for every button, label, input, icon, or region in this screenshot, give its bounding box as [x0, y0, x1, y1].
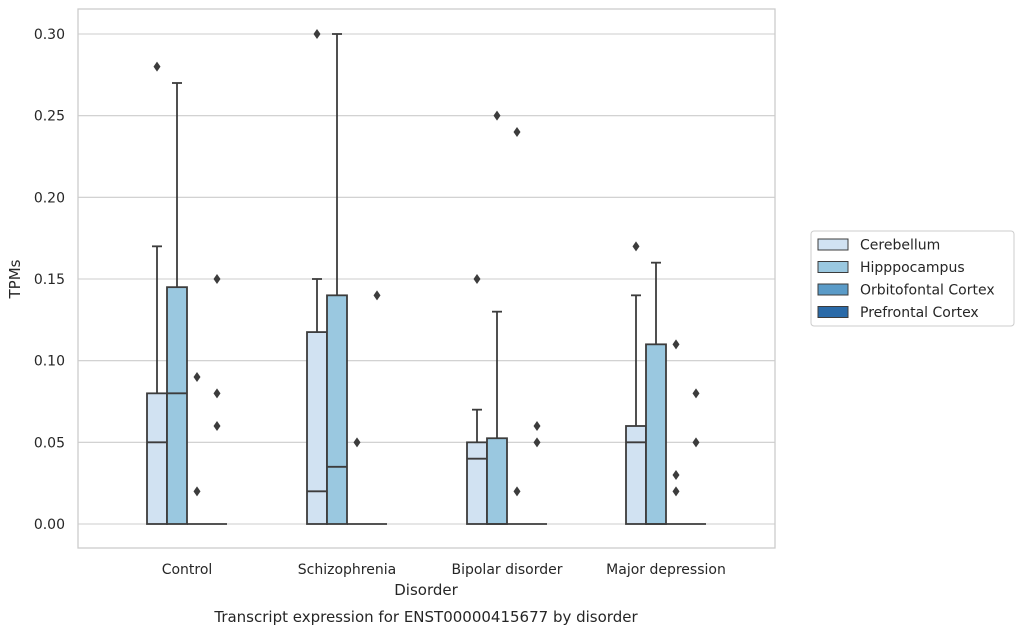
- box-iqr: [306, 331, 328, 525]
- outlier-point: [153, 61, 161, 72]
- box-iqr: [146, 392, 168, 525]
- outlier-point: [672, 339, 680, 350]
- outlier-point: [213, 388, 221, 399]
- outlier-point: [692, 437, 700, 448]
- y-tick-label: 0.30: [34, 27, 65, 43]
- legend-swatch: [817, 283, 849, 296]
- legend-label: Prefrontal Cortex: [860, 305, 979, 321]
- legend-frame: [810, 230, 1015, 327]
- box-cerebellum: [466, 274, 488, 525]
- legend: Cerebellum Hipppocampus Orbitofontal Corte…: [810, 230, 1015, 327]
- box-iqr: [625, 425, 647, 525]
- y-axis-label: TPMs: [6, 259, 24, 299]
- outlier-point: [213, 274, 221, 284]
- box-hipppocampus: [645, 261, 667, 525]
- outlier-point: [193, 372, 201, 382]
- box-prefrontal-cortex: [367, 290, 387, 525]
- outlier-point: [533, 437, 541, 448]
- legend-label: Orbitofontal Cortex: [860, 283, 995, 299]
- outlier-point: [473, 274, 481, 284]
- box-iqr: [486, 437, 508, 525]
- x-axis-label: Disorder: [394, 581, 458, 599]
- legend-label: Cerebellum: [860, 238, 940, 254]
- boxes: [146, 29, 706, 525]
- box-hipppocampus: [326, 33, 348, 525]
- box-cerebellum: [625, 241, 647, 525]
- x-tick-label: Schizophrenia: [298, 562, 396, 578]
- legend-label: Hipppocampus: [860, 260, 965, 276]
- outlier-point: [672, 486, 680, 497]
- outlier-point: [353, 437, 361, 448]
- box-orbitofontal-cortex: [347, 437, 367, 525]
- x-axis-ticks: Control Schizophrenia Bipolar disorder Majo…: [162, 562, 726, 578]
- box-orbitofontal-cortex: [187, 372, 207, 525]
- y-axis-ticks: 0.00 0.05 0.10 0.15 0.20 0.25 0.30: [34, 27, 65, 533]
- box-cerebellum: [146, 61, 168, 525]
- y-tick-label: 0.10: [34, 354, 65, 370]
- box-prefrontal-cortex: [207, 274, 227, 525]
- outlier-point: [513, 486, 521, 497]
- outlier-point: [493, 110, 501, 121]
- x-tick-label: Control: [162, 562, 213, 578]
- box-iqr: [326, 294, 348, 525]
- legend-swatch: [817, 238, 849, 251]
- box-prefrontal-cortex: [527, 421, 547, 525]
- legend-swatch: [817, 261, 849, 273]
- outlier-point: [213, 421, 221, 431]
- legend-swatch: [817, 306, 849, 318]
- box-iqr: [466, 441, 488, 525]
- outlier-point: [692, 388, 700, 399]
- outlier-point: [313, 29, 321, 39]
- box-iqr: [645, 343, 667, 525]
- outlier-point: [533, 421, 541, 431]
- y-tick-label: 0.20: [34, 190, 65, 206]
- legend-items: Cerebellum Hipppocampus Orbitofontal Corte…: [817, 238, 995, 321]
- box-prefrontal-cortex: [686, 388, 706, 525]
- y-tick-label: 0.05: [34, 435, 65, 451]
- x-tick-label: Bipolar disorder: [451, 562, 562, 578]
- box-orbitofontal-cortex: [507, 127, 527, 525]
- outlier-point: [672, 470, 680, 480]
- box-hipppocampus: [166, 82, 188, 525]
- outlier-point: [632, 241, 640, 252]
- gridlines: [78, 33, 775, 525]
- plot-area-frame: [77, 8, 776, 549]
- outlier-point: [193, 486, 201, 497]
- y-tick-label: 0.25: [34, 109, 65, 125]
- box-cerebellum: [306, 29, 328, 525]
- box-hipppocampus: [486, 110, 508, 525]
- box-iqr: [166, 286, 188, 525]
- y-tick-label: 0.15: [34, 272, 65, 288]
- box-orbitofontal-cortex: [666, 339, 686, 525]
- y-tick-label: 0.00: [34, 517, 65, 533]
- outlier-point: [513, 127, 521, 137]
- x-tick-label: Major depression: [606, 562, 726, 578]
- outlier-point: [373, 290, 381, 301]
- chart-caption: Transcript expression for ENST0000041567…: [213, 608, 638, 626]
